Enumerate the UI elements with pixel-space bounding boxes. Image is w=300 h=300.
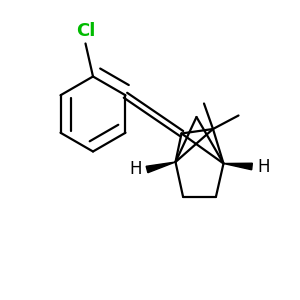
Polygon shape (224, 163, 252, 170)
Text: H: H (129, 160, 142, 178)
Polygon shape (146, 162, 176, 173)
Text: Cl: Cl (76, 22, 95, 40)
Text: H: H (257, 158, 270, 175)
